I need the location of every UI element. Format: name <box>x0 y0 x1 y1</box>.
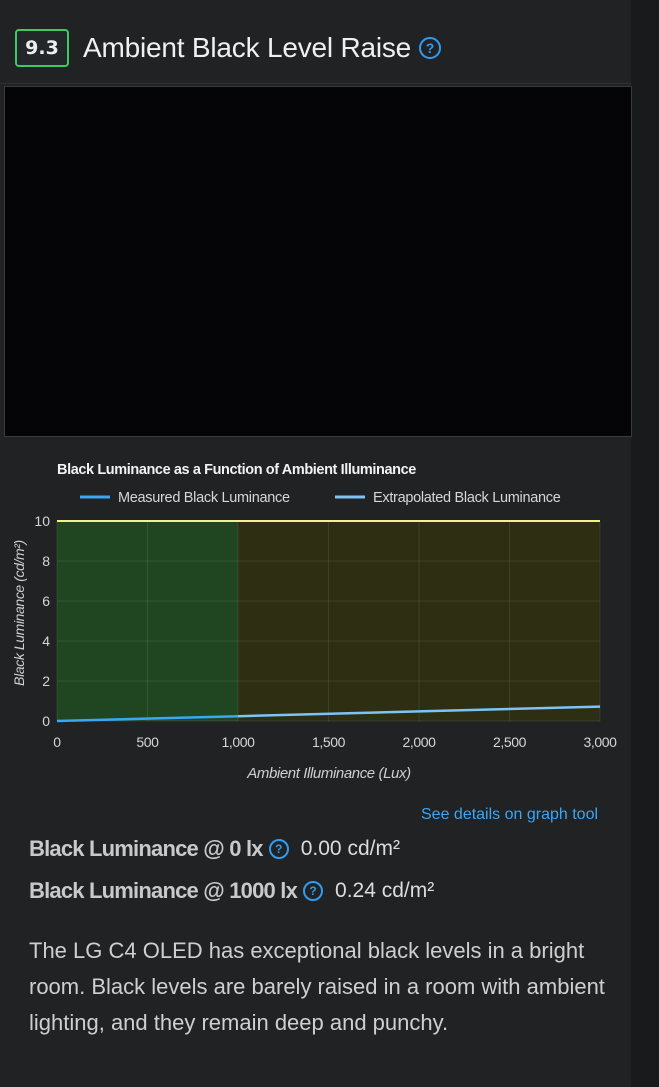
x-tick-label: 3,000 <box>583 734 617 750</box>
series-line <box>237 705 601 718</box>
stat-row: Black Luminance @ 0 lx ? 0.00 cd/m² <box>29 834 400 864</box>
section-header: 9.3 Ambient Black Level Raise ? <box>15 27 442 69</box>
question-circle-icon[interactable]: ? <box>303 881 324 901</box>
stat-row: Black Luminance @ 1000 lx ? 0.24 cd/m² <box>29 876 434 906</box>
x-tick-label: 0 <box>53 734 61 750</box>
y-axis-label: Black Luminance (cd/m²) <box>11 540 27 686</box>
series-line <box>56 714 239 723</box>
test-photo[interactable] <box>4 86 632 437</box>
description-text: The LG C4 OLED has exceptional black lev… <box>29 938 605 1035</box>
x-tick-label: 1,000 <box>221 734 255 750</box>
shaded-region <box>57 521 238 721</box>
page-edge <box>631 0 659 1087</box>
x-tick-label: 2,500 <box>493 734 527 750</box>
stat-label: Black Luminance @ 1000 lx <box>29 878 298 903</box>
x-tick-label: 2,000 <box>402 734 436 750</box>
header-divider <box>0 83 631 84</box>
stat-value: 0.00 cd/m² <box>300 837 400 860</box>
section-title: Ambient Black Level Raise <box>83 32 412 63</box>
y-tick-label: 8 <box>42 553 50 569</box>
question-circle-icon[interactable]: ? <box>268 839 289 859</box>
shaded-region <box>238 521 600 721</box>
x-axis-label: Ambient Illuminance (Lux) <box>246 765 411 782</box>
stat-value: 0.24 cd/m² <box>335 879 435 902</box>
y-tick-label: 2 <box>42 673 50 689</box>
legend-label: Extrapolated Black Luminance <box>373 490 561 506</box>
stat-label: Black Luminance @ 0 lx <box>29 836 264 861</box>
question-circle-icon[interactable]: ? <box>419 37 442 59</box>
black-luminance-chart: Black Luminance as a Function of Ambient… <box>11 462 618 782</box>
x-tick-label: 500 <box>136 734 159 750</box>
graph-tool-link[interactable]: See details on graph tool <box>421 806 599 823</box>
plot-area: 0 500 1,000 1,500 2,000 2,500 3,000 0 2 4 6 8 10 <box>34 513 617 750</box>
score-badge: 9.3 <box>15 29 69 67</box>
x-tick-label: 1,500 <box>312 734 346 750</box>
y-tick-label: 4 <box>42 633 50 649</box>
chart-legend: Measured Black Luminance Extrapolated Bla… <box>80 490 561 506</box>
y-tick-label: 0 <box>42 713 50 729</box>
y-tick-label: 10 <box>34 513 50 529</box>
legend-label: Measured Black Luminance <box>118 490 290 506</box>
y-tick-label: 6 <box>42 593 50 609</box>
chart-title: Black Luminance as a Function of Ambient… <box>57 462 416 478</box>
